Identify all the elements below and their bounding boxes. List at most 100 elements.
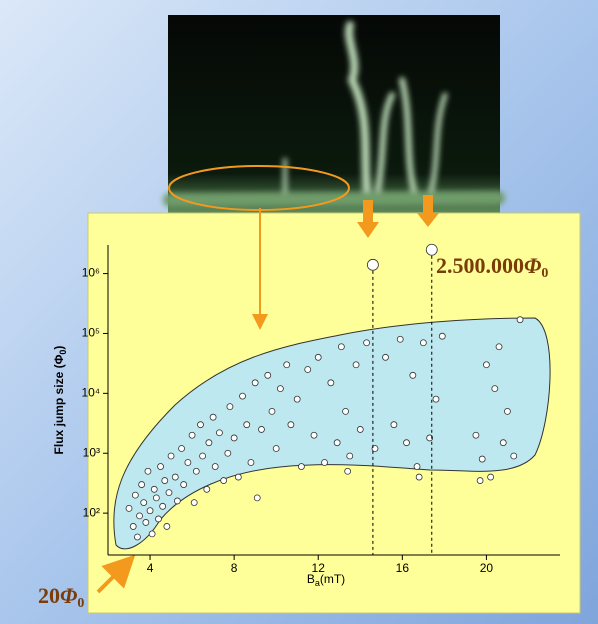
page: {"chart_data": {"type": "scatter", "x_la… [0,0,598,624]
point [298,464,304,470]
point [322,460,328,466]
point [500,440,506,446]
point [269,408,275,414]
point [244,422,250,428]
point [145,468,151,474]
point [338,344,344,350]
annotation-symbol: Φ [60,583,77,608]
point [416,474,422,480]
point [433,396,439,402]
point [277,386,283,392]
point [397,336,403,342]
point [147,508,153,514]
point [168,453,174,459]
y-axis-label: Flux jump size (Φ0) [52,346,68,455]
annotation-sub: 0 [77,596,84,611]
point [162,478,168,484]
y-tick-label: 10³ [83,445,100,459]
point [181,482,187,488]
point [288,422,294,428]
y-label-close: ) [52,346,66,350]
point [132,492,138,498]
point [235,474,241,480]
point [357,426,363,432]
point [134,534,140,540]
point [479,456,485,462]
y-label-text: Flux jump size (Φ [52,354,66,454]
point [420,340,426,346]
x-tick-label: 20 [480,561,494,575]
point [210,414,216,420]
y-tick-label: 10⁴ [81,386,100,400]
point [231,435,237,441]
x-tick-label: 12 [312,561,326,575]
point [198,422,204,428]
point [185,460,191,466]
point [200,453,206,459]
point [517,317,523,323]
point [191,500,197,506]
point [153,495,159,501]
annotation-number: 20 [38,583,60,608]
point [488,474,494,480]
y-tick-label: 10⁶ [82,266,100,280]
point [172,474,178,480]
point [511,453,517,459]
point [221,478,227,484]
point [496,344,502,350]
point [151,486,157,492]
point [189,432,195,438]
point [160,503,166,509]
point [492,386,498,392]
point [130,523,136,529]
point [248,460,254,466]
point [391,422,397,428]
point [216,430,222,436]
point [166,490,172,496]
point [158,464,164,470]
chart: Ba(mT) Flux jump size (Φ0) 2.500.000Φ0 2… [0,0,598,624]
point [155,516,161,522]
x-tick-label: 8 [231,561,238,575]
point [143,519,149,525]
photo [168,15,500,213]
point [258,426,264,432]
y-tick-label: 10² [83,505,100,519]
x-tick-label: 16 [396,561,410,575]
point [383,354,389,360]
point [141,500,147,506]
point [364,340,370,346]
point [334,440,340,446]
point [254,495,260,501]
point [193,468,199,474]
point [225,450,231,456]
point [477,478,483,484]
point [227,404,233,410]
annotation-number: 2.500.000 [436,253,524,278]
point [483,362,489,368]
point [164,523,170,529]
point [473,432,479,438]
annotation-sub: 0 [541,266,548,281]
point [414,464,420,470]
point [328,380,334,386]
x-tick-label: 4 [147,561,154,575]
point [439,333,445,339]
point [252,380,258,386]
point [367,259,378,270]
point [353,362,359,368]
y-tick-label: 10⁵ [82,326,100,340]
point [139,482,145,488]
point [212,464,218,470]
point [137,513,143,519]
point [204,486,210,492]
point [294,396,300,402]
point [345,468,351,474]
point [149,531,155,537]
point [410,372,416,378]
point [315,354,321,360]
annotation-symbol: Φ [524,253,541,278]
point [343,408,349,414]
point [273,446,279,452]
point [174,498,180,504]
